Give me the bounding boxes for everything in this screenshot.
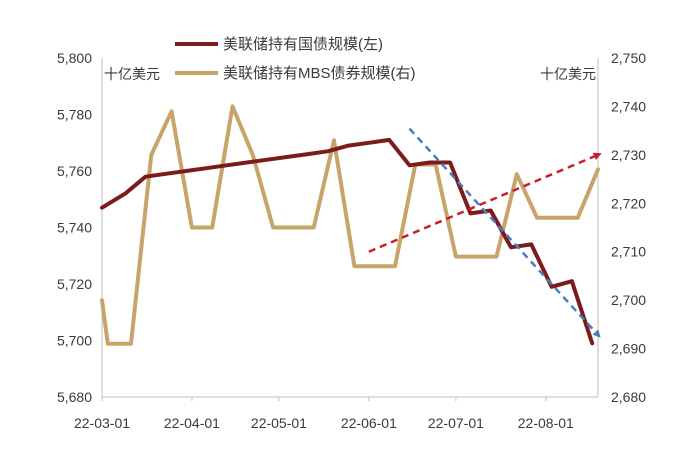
x-tick: 22-04-01	[164, 415, 220, 431]
x-tick: 22-05-01	[251, 415, 307, 431]
left-y-tick: 5,760	[57, 163, 92, 179]
x-tick-labels: 22-03-01 22-04-01 22-05-01 22-06-01 22-07-01…	[74, 397, 574, 431]
legend-item-mbs: 美联储持有MBS债券规模(右)	[175, 65, 416, 82]
left-y-tick: 5,680	[57, 389, 92, 405]
right-y-tick: 2,680	[611, 389, 646, 405]
x-tick: 22-07-01	[428, 415, 484, 431]
series-layer	[100, 104, 600, 346]
left-unit-label: 十亿美元	[104, 66, 160, 82]
trend-arrow-up	[368, 152, 602, 253]
left-y-tick: 5,700	[57, 333, 92, 349]
left-y-tick: 5,800	[57, 50, 92, 66]
x-tick: 22-08-01	[518, 415, 574, 431]
left-y-tick: 5,780	[57, 107, 92, 123]
left-y-tick: 5,740	[57, 220, 92, 236]
right-y-tick: 2,730	[611, 147, 646, 163]
series-line-treasury	[100, 137, 595, 346]
x-tick: 22-06-01	[341, 415, 397, 431]
right-unit-label: 十亿美元	[540, 66, 596, 82]
x-tick: 22-03-01	[74, 415, 130, 431]
legend-label-treasury: 美联储持有国债规模(左)	[223, 36, 383, 53]
right-y-tick-labels: 2,680 2,690 2,700 2,710 2,720 2,730 2,740 2,750	[611, 50, 646, 405]
annotation-layer	[368, 127, 602, 338]
right-y-tick: 2,750	[611, 50, 646, 66]
legend-label-mbs: 美联储持有MBS债券规模(右)	[223, 65, 416, 82]
left-y-tick: 5,720	[57, 276, 92, 292]
right-y-tick: 2,720	[611, 195, 646, 211]
axes	[101, 58, 599, 398]
legend-item-treasury: 美联储持有国债规模(左)	[175, 36, 383, 53]
right-y-tick: 2,690	[611, 341, 646, 357]
right-y-tick: 2,700	[611, 292, 646, 308]
legend: 美联储持有国债规模(左) 美联储持有MBS债券规模(右)	[175, 36, 416, 82]
series-line-mbs	[100, 104, 600, 346]
trend-arrow-down	[408, 127, 601, 338]
right-y-tick: 2,740	[611, 98, 646, 114]
left-y-tick-labels: 5,680 5,700 5,720 5,740 5,760 5,780 5,800	[57, 50, 92, 405]
right-y-tick: 2,710	[611, 244, 646, 260]
